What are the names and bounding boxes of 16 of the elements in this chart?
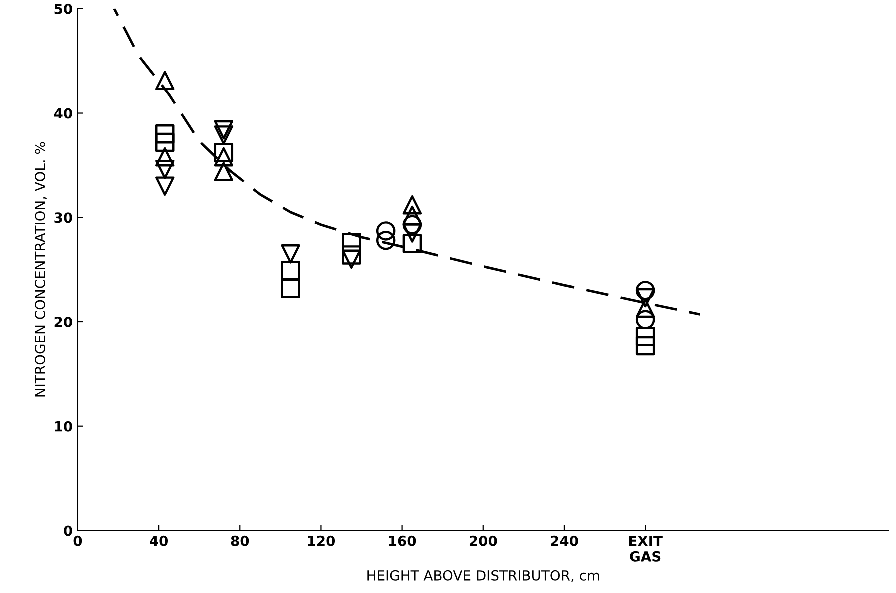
x-tick-label: 40 [150,536,168,546]
x-tick-label: 240 [551,536,578,546]
x-tick-label: 200 [470,536,498,546]
x-tick-label: EXIT GAS [629,536,663,562]
y-tick-label: 50 [54,4,72,14]
y-axis-title: NITROGEN CONCENTRATION, VOL. % [35,142,47,397]
x-tick-label: 80 [231,536,250,546]
y-tick-label: 40 [54,108,72,119]
y-tick-label: 10 [55,421,72,432]
x-tick-label: 120 [308,536,336,546]
x-tick-label: 160 [389,536,416,546]
x-tick-label: 0 [74,536,82,546]
y-tick-label: 30 [54,212,72,224]
y-tick-label: 20 [54,316,72,328]
x-axis-title: HEIGHT ABOVE DISTRIBUTOR, cm [368,570,600,582]
y-tick-label: 0 [64,526,72,536]
